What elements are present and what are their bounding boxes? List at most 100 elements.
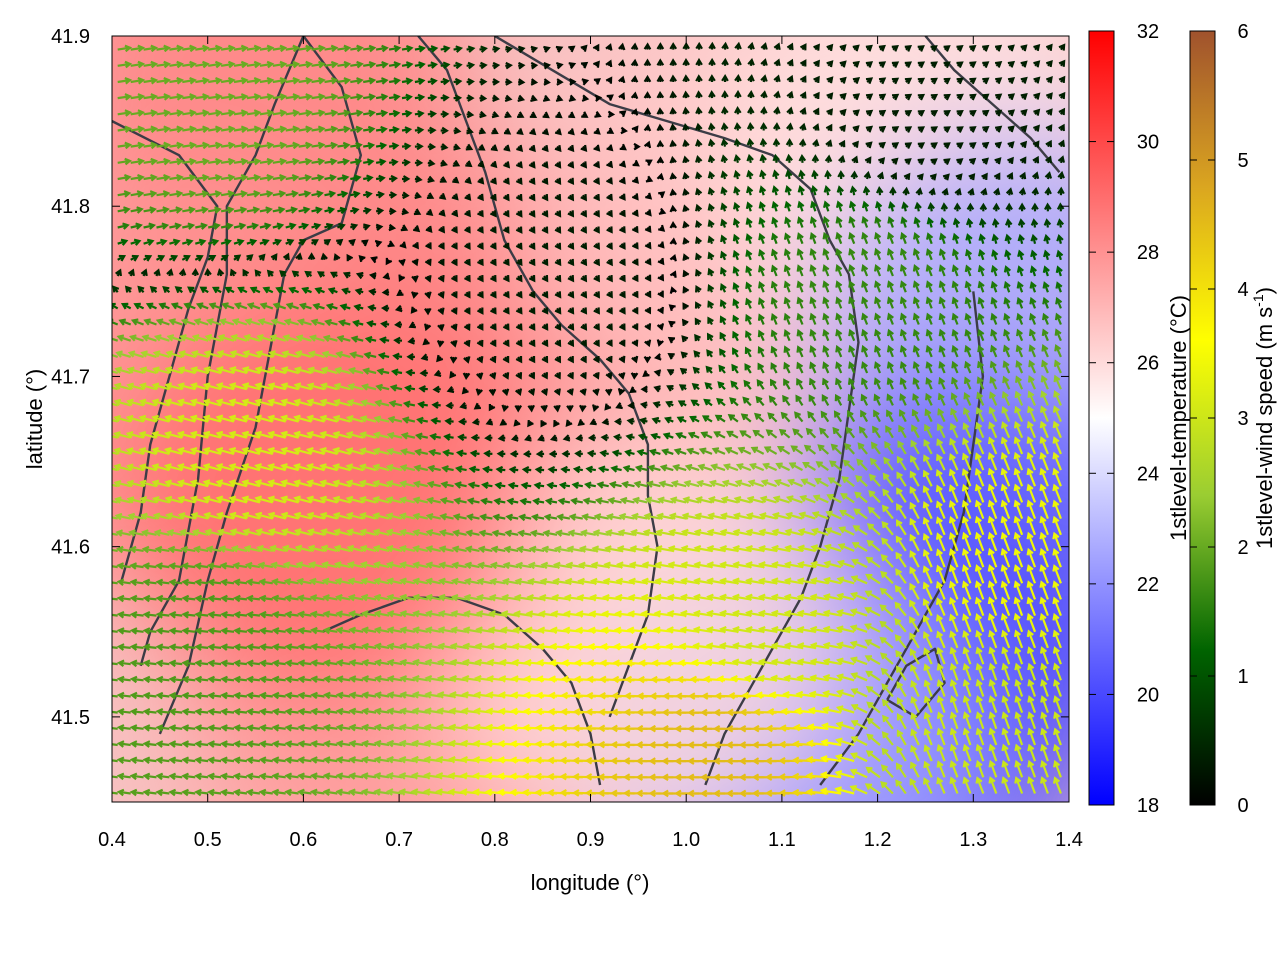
wind-vector [359, 431, 377, 439]
wind-vector [380, 320, 390, 328]
wind-vector [901, 201, 909, 212]
wind-vector [412, 480, 429, 488]
wind-vector [1058, 139, 1065, 148]
wind-vector [834, 786, 855, 795]
wind-vector [195, 109, 210, 117]
wind-vector [458, 417, 467, 426]
wind-vector [732, 528, 752, 537]
wind-vector [449, 674, 467, 683]
wind-vector [401, 207, 410, 216]
wind-vector [297, 772, 312, 780]
wind-vector [220, 659, 235, 668]
wind-vector [436, 339, 445, 348]
wind-vector [949, 743, 959, 762]
wind-vector [1028, 359, 1037, 374]
wind-vector [139, 496, 157, 504]
wind-vector [994, 141, 1003, 149]
wind-vector [528, 144, 536, 153]
wind-vector [295, 561, 312, 569]
wind-vector [668, 512, 687, 520]
wind-vector [682, 253, 690, 261]
wind-vector [309, 788, 325, 797]
wind-vector [966, 202, 975, 212]
wind-vector [450, 610, 467, 618]
wind-vector [989, 391, 998, 406]
wind-vector [358, 447, 377, 455]
wind-vector [683, 480, 700, 488]
wind-vector [228, 479, 248, 488]
wind-vector [1000, 580, 1011, 600]
wind-vector [310, 239, 319, 246]
wind-vector [333, 253, 341, 261]
wind-vector [1027, 727, 1037, 746]
wind-vector [187, 286, 196, 294]
wind-vector [515, 339, 523, 348]
wind-vector [1013, 483, 1024, 503]
wind-vector [593, 242, 600, 250]
wind-vector [541, 161, 549, 169]
wind-vector [870, 441, 881, 455]
wind-vector [650, 432, 661, 440]
wind-vector [847, 377, 856, 390]
wind-vector [1045, 139, 1052, 148]
wind-vector [361, 739, 377, 748]
wind-vector [874, 312, 882, 325]
wind-vector [152, 350, 170, 358]
wind-vector [988, 406, 998, 423]
wind-vector [288, 286, 300, 294]
wind-vector [689, 415, 700, 423]
wind-vector [606, 339, 613, 348]
wind-vector [705, 365, 713, 374]
wind-vector [298, 222, 310, 230]
wind-vector [610, 465, 622, 473]
wind-vector [143, 76, 159, 85]
wind-vector [657, 496, 674, 504]
wind-vector [116, 772, 131, 781]
wind-vector [426, 480, 441, 489]
wind-vector [385, 772, 403, 780]
wind-vector [949, 630, 959, 649]
wind-vector [666, 369, 675, 376]
wind-vector [425, 593, 441, 602]
wind-vector [653, 385, 661, 393]
wind-vector [181, 594, 196, 603]
wind-vector [594, 497, 609, 505]
wind-vector [241, 414, 261, 423]
wind-vector [113, 398, 131, 407]
wind-vector [796, 216, 804, 228]
wind-vector [784, 528, 803, 536]
wind-vector [332, 414, 351, 423]
wind-vector [631, 274, 639, 283]
wind-vector [169, 109, 184, 117]
wind-vector [680, 577, 700, 585]
wind-vector [373, 593, 390, 602]
wind-vector [631, 226, 639, 234]
wind-vector [848, 264, 856, 277]
wind-vector [215, 511, 235, 520]
wind-vector [398, 739, 416, 748]
wind-vector [593, 177, 600, 185]
wind-vector [772, 137, 781, 147]
wind-vector [975, 629, 985, 649]
wind-vector [394, 304, 403, 313]
wind-vector [682, 204, 690, 213]
wind-vector [194, 562, 209, 570]
wind-vector [568, 94, 577, 102]
wind-vector [658, 480, 674, 488]
wind-vector [922, 581, 933, 600]
wind-vector [437, 307, 445, 316]
wind-vector [138, 463, 157, 472]
wind-vector [887, 231, 895, 245]
wind-vector [189, 382, 209, 391]
wind-vector [335, 740, 351, 748]
wind-vector [285, 302, 299, 310]
wind-vector [759, 169, 767, 180]
wind-vector [203, 511, 222, 520]
wind-vector [625, 433, 635, 441]
wind-vector [834, 393, 843, 406]
wind-vector [451, 226, 458, 234]
wind-vector [228, 382, 248, 391]
wind-vector [865, 125, 874, 133]
wind-vector [246, 76, 262, 85]
wind-vector [476, 593, 493, 602]
